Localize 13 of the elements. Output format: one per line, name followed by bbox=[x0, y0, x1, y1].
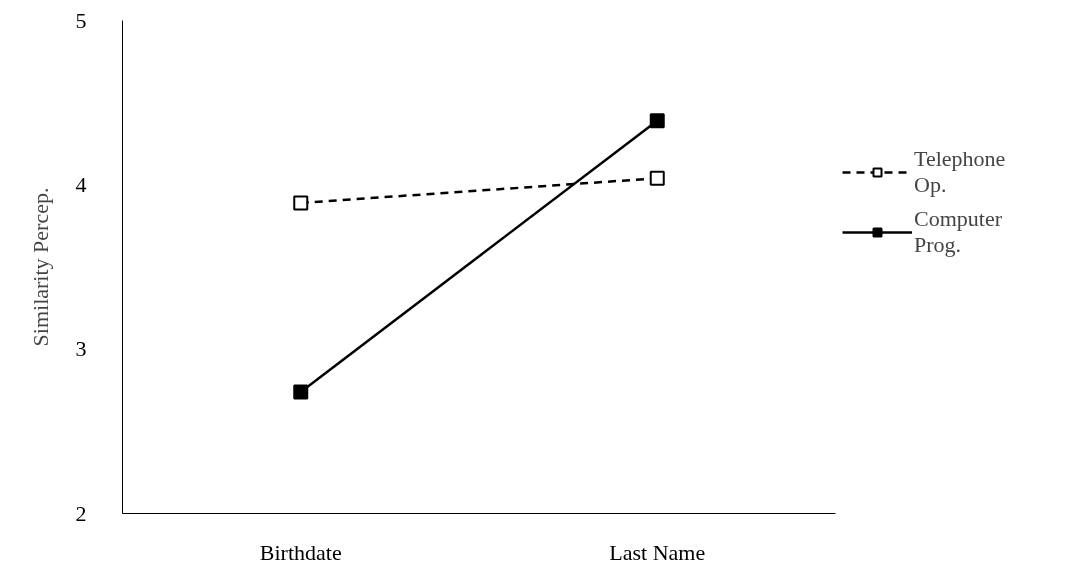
x-tick-label: Last Name bbox=[609, 539, 706, 565]
point bbox=[293, 384, 309, 400]
point bbox=[649, 170, 665, 186]
y-tick-label: 2 bbox=[75, 500, 87, 526]
y-axis-title: Similarity Percep. bbox=[27, 187, 53, 347]
legend-label: Computer Prog. bbox=[914, 206, 1002, 258]
y-tick-label: 5 bbox=[75, 7, 87, 33]
point bbox=[649, 113, 665, 129]
legend-label: Telephone Op. bbox=[914, 146, 1006, 198]
y-tick-label: 4 bbox=[75, 171, 87, 197]
y-tick-label: 3 bbox=[75, 336, 87, 362]
x-tick-label: Birthdate bbox=[259, 539, 342, 565]
point bbox=[293, 195, 309, 211]
